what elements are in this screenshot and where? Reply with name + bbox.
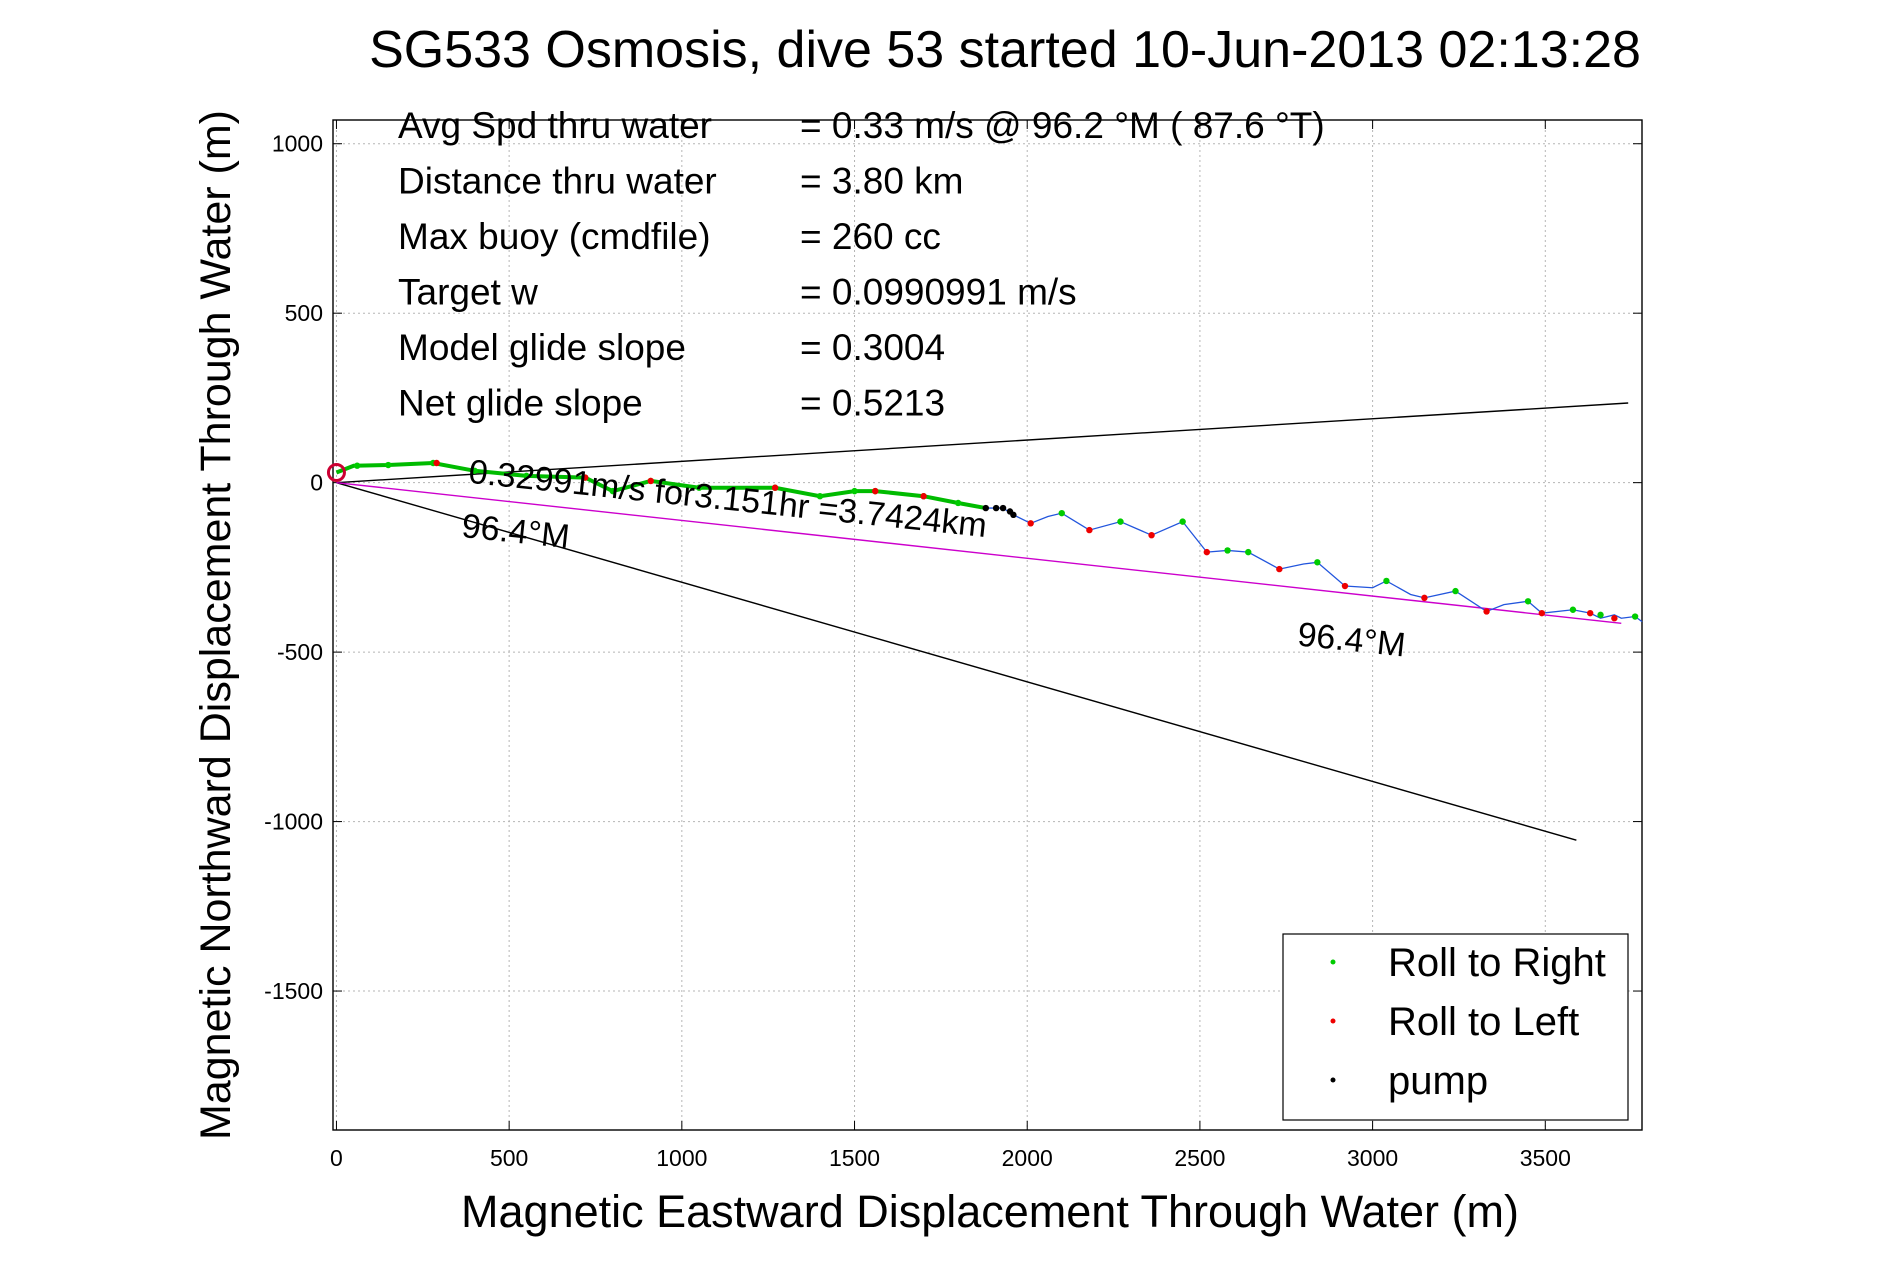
x-tick-label: 500	[490, 1145, 528, 1171]
data-point	[647, 477, 654, 485]
y-tick-label: -500	[277, 639, 323, 665]
data-point	[433, 459, 440, 467]
data-point	[872, 487, 879, 495]
legend: Roll to Right Roll to Left pump	[1282, 933, 1629, 1121]
reference-line	[336, 402, 1629, 484]
x-tick-label: 1500	[829, 1145, 880, 1171]
data-point	[1314, 559, 1321, 566]
stat-label: Distance thru water	[398, 161, 717, 202]
legend-label: Roll to Right	[1388, 941, 1606, 985]
stats-panel: Avg Spd thru water = 0.33 m/s @ 96.2 °M (…	[398, 105, 1325, 424]
data-point	[1179, 518, 1186, 525]
data-point	[1631, 613, 1639, 620]
data-point	[1117, 518, 1124, 525]
data-series	[353, 459, 1639, 622]
data-point	[1058, 509, 1065, 517]
data-point	[1452, 587, 1459, 595]
data-point	[771, 484, 779, 491]
y-tick-label: 0	[310, 470, 323, 496]
data-point	[385, 461, 392, 469]
stat-label: Net glide slope	[398, 383, 643, 424]
data-point	[992, 504, 1000, 512]
axes-box	[332, 119, 1643, 1131]
data-point	[999, 504, 1007, 512]
data-point	[816, 493, 824, 500]
data-point	[353, 462, 361, 469]
stat-label: Avg Spd thru water	[398, 105, 712, 146]
legend-label: pump	[1388, 1059, 1488, 1103]
series-roll-to-left	[433, 459, 1618, 622]
axis-ticks: 0 500 1000 1500 2000 2500 3000 3500 1000 500 0 -500…	[264, 120, 1642, 1171]
data-point	[1341, 582, 1349, 590]
stat-value: = 0.3004	[800, 327, 945, 368]
legend-marker	[1330, 1077, 1336, 1083]
reference-line	[336, 481, 1577, 841]
x-tick-label: 1000	[656, 1145, 707, 1171]
stat-value: = 260 cc	[800, 216, 941, 257]
data-point	[1597, 611, 1604, 619]
stat-label: Max buoy (cmdfile)	[398, 216, 711, 257]
reference-lines	[336, 402, 1629, 841]
annotation-text: 96.4°M	[1296, 615, 1407, 664]
data-point	[1086, 526, 1093, 534]
data-point	[1538, 609, 1546, 617]
data-point	[954, 499, 962, 507]
legend-marker	[1330, 1018, 1336, 1024]
data-point	[1483, 608, 1490, 615]
x-tick-label: 3000	[1347, 1145, 1398, 1171]
stat-label: Model glide slope	[398, 327, 686, 368]
data-point	[471, 467, 478, 474]
legend-box	[1282, 933, 1629, 1121]
stat-value: = 0.33 m/s @ 96.2 °M ( 87.6 °T)	[800, 105, 1325, 146]
data-point	[695, 484, 703, 491]
y-tick-label: -1500	[264, 978, 323, 1004]
x-tick-label: 0	[330, 1145, 343, 1171]
data-point	[1524, 598, 1532, 605]
annotation-text: 96.4°M	[460, 507, 571, 556]
data-point	[1245, 548, 1252, 556]
data-point	[1421, 594, 1428, 602]
data-point	[1027, 520, 1034, 527]
data-point	[1276, 565, 1283, 573]
data-point	[1010, 511, 1017, 519]
data-point	[523, 472, 530, 480]
data-point	[1569, 606, 1577, 613]
data-point	[920, 493, 927, 500]
data-point	[1611, 615, 1618, 622]
stat-value: = 0.5213	[800, 383, 945, 424]
start-marker	[326, 462, 346, 482]
data-point	[1148, 531, 1155, 539]
data-point	[1586, 609, 1594, 617]
data-point	[1224, 547, 1231, 554]
y-tick-label: 500	[285, 300, 323, 326]
data-point	[609, 487, 616, 495]
legend-marker	[1330, 959, 1336, 965]
x-tick-label: 2000	[1002, 1145, 1053, 1171]
legend-label: Roll to Left	[1388, 1000, 1579, 1044]
x-axis-label: Magnetic Eastward Displacement Through W…	[461, 1186, 1519, 1237]
data-point	[982, 504, 989, 512]
reference-line	[336, 481, 1622, 625]
chart-title: SG533 Osmosis, dive 53 started 10-Jun-20…	[369, 21, 1641, 79]
y-tick-label: 1000	[272, 131, 323, 157]
series-pump	[982, 504, 1017, 519]
x-tick-label: 2500	[1174, 1145, 1225, 1171]
stat-value: = 0.0990991 m/s	[800, 272, 1077, 313]
stat-value: = 3.80 km	[800, 161, 964, 202]
data-point	[1203, 548, 1211, 556]
x-tick-label: 3500	[1520, 1145, 1571, 1171]
data-point	[581, 474, 589, 481]
stat-label: Target w	[398, 272, 538, 313]
y-axis-label: Magnetic Northward Displacement Through …	[192, 110, 240, 1140]
data-point	[851, 487, 858, 495]
data-point	[1383, 577, 1390, 585]
y-tick-label: -1000	[264, 809, 323, 835]
